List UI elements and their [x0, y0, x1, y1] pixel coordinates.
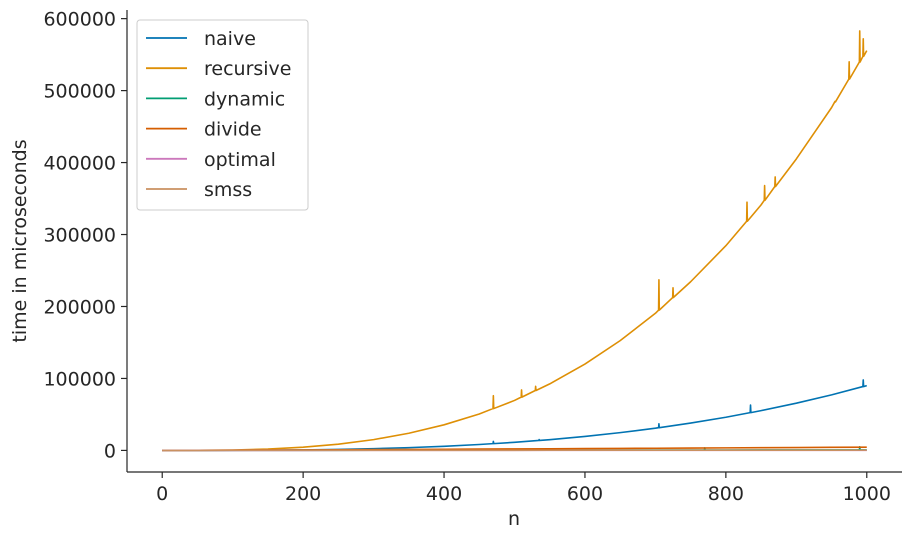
y-tick-label: 0	[104, 440, 116, 462]
legend: naive recursive dynamic divide optimal smss	[136, 19, 309, 211]
plot-area	[162, 30, 868, 452]
series-line-recursive	[162, 30, 868, 452]
y-tick-label: 200000	[43, 296, 116, 318]
x-axis-ticks: 0 200 400 600 800 1000	[156, 472, 891, 505]
x-tick-label: 1000	[843, 483, 891, 505]
y-axis-label: time in microseconds	[9, 139, 31, 342]
x-tick-label: 800	[708, 483, 744, 505]
y-axis-ticks: 0 100000 200000 300000 400000 500000 600000	[43, 9, 127, 462]
y-tick-label: 100000	[43, 368, 116, 390]
axes	[126, 10, 902, 473]
x-tick-label: 600	[567, 483, 603, 505]
x-tick-label: 400	[426, 483, 462, 505]
legend-label-optimal: optimal	[204, 149, 276, 171]
y-tick-label: 300000	[43, 225, 116, 247]
y-tick-label: 500000	[43, 81, 116, 103]
series-line-naive	[162, 379, 867, 452]
legend-label-naive: naive	[204, 28, 256, 50]
y-tick-label: 400000	[43, 153, 116, 175]
x-tick-label: 200	[285, 483, 321, 505]
legend-label-dynamic: dynamic	[204, 88, 285, 110]
legend-label-divide: divide	[204, 119, 262, 141]
x-tick-label: 0	[156, 483, 168, 505]
legend-label-recursive: recursive	[204, 58, 292, 80]
y-tick-label: 600000	[43, 9, 116, 31]
x-axis-label: n	[508, 508, 520, 530]
legend-label-smss: smss	[204, 179, 252, 201]
